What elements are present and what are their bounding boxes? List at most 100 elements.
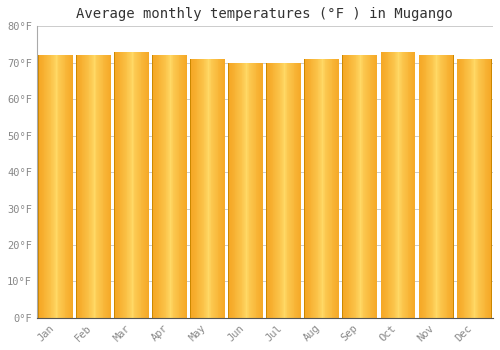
Bar [426,55,428,318]
Bar [354,55,356,318]
Bar [392,52,393,318]
Bar [428,55,429,318]
Bar [55,55,56,318]
Bar [269,63,270,318]
Bar [251,63,252,318]
Bar [237,63,238,318]
Bar [448,55,449,318]
Bar [146,52,148,318]
Bar [435,55,436,318]
Bar [300,63,302,318]
Bar [318,59,320,318]
Bar [383,52,384,318]
Bar [462,59,464,318]
Bar [418,55,420,318]
Bar [490,59,492,318]
Bar [198,59,199,318]
Bar [114,52,115,318]
Bar [230,63,231,318]
Bar [308,59,309,318]
Bar [66,55,67,318]
Bar [310,59,312,318]
Bar [324,59,326,318]
Bar [224,59,226,318]
Bar [110,55,112,318]
Bar [245,63,246,318]
Bar [380,52,382,318]
Bar [436,55,437,318]
Bar [64,55,66,318]
Bar [330,59,332,318]
Bar [292,63,294,318]
Bar [391,52,392,318]
Bar [176,55,177,318]
Bar [152,55,154,318]
Bar [233,63,234,318]
Bar [258,63,259,318]
Bar [183,55,184,318]
Bar [132,52,134,318]
Bar [346,55,347,318]
Bar [96,55,98,318]
Bar [418,55,420,318]
Bar [430,55,431,318]
Bar [46,55,47,318]
Bar [120,52,122,318]
Bar [266,63,268,318]
Bar [322,59,323,318]
Bar [142,52,143,318]
Bar [272,63,274,318]
Bar [321,59,322,318]
Bar [482,59,483,318]
Bar [336,59,337,318]
Bar [140,52,141,318]
Bar [186,55,188,318]
Bar [178,55,180,318]
Bar [481,59,482,318]
Bar [405,52,406,318]
Bar [370,55,372,318]
Bar [72,55,74,318]
Bar [223,59,224,318]
Bar [306,59,307,318]
Bar [128,52,129,318]
Bar [350,55,351,318]
Bar [262,63,264,318]
Bar [248,63,250,318]
Bar [352,55,353,318]
Bar [397,52,398,318]
Bar [464,59,466,318]
Bar [154,55,155,318]
Bar [99,55,100,318]
Bar [444,55,445,318]
Bar [376,55,378,318]
Bar [82,55,84,318]
Bar [61,55,62,318]
Bar [442,55,443,318]
Bar [193,59,194,318]
Bar [270,63,271,318]
Bar [228,63,229,318]
Bar [473,59,474,318]
Bar [40,55,41,318]
Bar [338,59,340,318]
Bar [77,55,78,318]
Bar [114,52,115,318]
Bar [90,55,91,318]
Bar [334,59,335,318]
Bar [316,59,318,318]
Bar [79,55,80,318]
Bar [404,52,405,318]
Bar [86,55,87,318]
Bar [365,55,366,318]
Bar [41,55,42,318]
Bar [228,63,230,318]
Bar [414,52,416,318]
Bar [184,55,186,318]
Bar [275,63,276,318]
Bar [70,55,72,318]
Bar [304,59,306,318]
Bar [170,55,171,318]
Bar [118,52,120,318]
Bar [104,55,105,318]
